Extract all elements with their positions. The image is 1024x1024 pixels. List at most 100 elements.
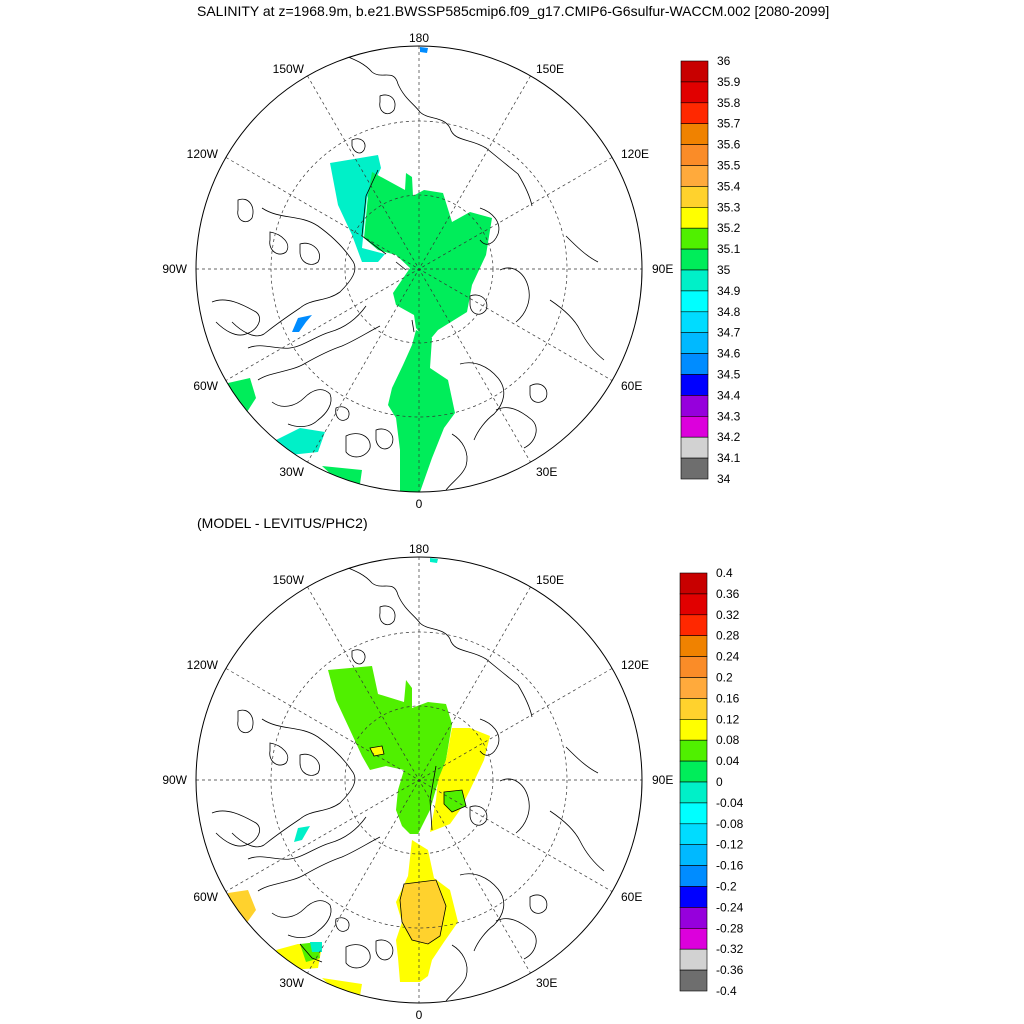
colorbar-swatch: [680, 415, 709, 438]
diff-field-iceland-yellow: [322, 978, 362, 996]
colorbar-tick-label: 35.7: [717, 117, 741, 131]
colorbar-swatch: [679, 886, 708, 908]
top-map-panel: 180 150E 120E 90E 60E 30E 0 30W 60W 90W …: [162, 31, 740, 511]
colorbar-tick-label: 0.32: [716, 608, 740, 622]
colorbar-swatch: [679, 948, 708, 971]
colorbar-swatch: [680, 123, 709, 145]
top-field-irminger-green: [322, 466, 362, 484]
bottom-graticule: [196, 557, 642, 1003]
bottom-lon-label-150w: 150W: [273, 573, 305, 587]
colorbar-tick-label: 0.2: [716, 671, 733, 685]
colorbar-tick-label: -0.24: [716, 900, 744, 914]
top-lon-label-150e: 150E: [536, 62, 564, 76]
colorbar-tick-label: 34: [717, 472, 731, 486]
difference-title: (MODEL - LEVITUS/PHC2): [197, 515, 368, 531]
bottom-lon-label-120e: 120E: [621, 658, 649, 672]
bottom-lon-label-180: 180: [409, 542, 429, 556]
top-field-labrador: [228, 378, 256, 412]
bottom-lon-label-30e: 30E: [536, 976, 557, 990]
colorbar-tick-label: -0.4: [716, 984, 737, 998]
bottom-map-boundary: [195, 556, 643, 1004]
bottom-map-panel: 180 150E 120E 90E 60E 30E 0 30W 60W 90W …: [162, 542, 743, 1022]
diff-field-labrador-orange: [228, 890, 256, 924]
colorbar-swatch: [679, 907, 708, 929]
colorbar-swatch: [679, 656, 708, 678]
colorbar-swatch: [680, 353, 709, 375]
top-field-irminger-cyan: [276, 428, 325, 455]
colorbar-swatch: [679, 593, 708, 616]
top-lon-label-150w: 150W: [273, 62, 305, 76]
top-coastlines: [211, 47, 605, 491]
colorbar-tick-label: 0.16: [716, 691, 740, 705]
difference-fields: [211, 558, 605, 1002]
figure-title: SALINITY at z=1968.9m, b.e21.BWSSP585cmi…: [197, 3, 830, 19]
colorbar-swatch: [679, 739, 708, 762]
top-field-chukchi-blue: [420, 47, 428, 53]
top-graticule: [196, 46, 642, 492]
top-lon-label-60e: 60E: [621, 379, 642, 393]
colorbar-tick-label: 34.7: [717, 326, 741, 340]
top-lon-label-30e: 30E: [536, 465, 557, 479]
bottom-longitude-labels: 180 150E 120E 90E 60E 30E 0 30W 60W 90W …: [162, 542, 673, 1022]
colorbar-swatch: [680, 290, 709, 313]
colorbar-tick-label: 0: [716, 775, 723, 789]
top-colorbar: 36 35.9 35.8 35.7 35.6 35.5 35.4 35.3 35.2 35.1 35…: [680, 54, 741, 486]
diff-field-central-green: [328, 666, 452, 834]
colorbar-tick-label: 34.9: [717, 284, 741, 298]
colorbar-swatch: [680, 102, 709, 125]
diff-field-fram-orange: [400, 880, 446, 944]
colorbar-tick-label: -0.08: [716, 817, 744, 831]
colorbar-tick-label: -0.12: [716, 838, 744, 852]
colorbar-swatch: [679, 614, 708, 636]
colorbar-tick-label: 35.8: [717, 96, 741, 110]
bottom-lon-label-30w: 30W: [279, 976, 304, 990]
bottom-contours: [299, 745, 467, 963]
top-longitude-labels: 180 150E 120E 90E 60E 30E 0 30W 60W 90W …: [162, 31, 673, 511]
colorbar-tick-label: 34.8: [717, 305, 741, 319]
colorbar-tick-label: -0.32: [716, 942, 744, 956]
colorbar-swatch: [680, 269, 709, 292]
top-field-fram-strait: [388, 330, 455, 492]
colorbar-swatch: [680, 165, 709, 187]
bottom-lon-label-120w: 120W: [187, 658, 219, 672]
colorbar-swatch: [679, 760, 708, 783]
top-salinity-fields: [211, 47, 605, 492]
top-lon-label-30w: 30W: [279, 465, 304, 479]
colorbar-tick-label: 35.5: [717, 159, 741, 173]
colorbar-swatch: [680, 207, 709, 229]
colorbar-tick-label: 35.1: [717, 242, 741, 256]
top-lon-label-180: 180: [409, 31, 429, 45]
colorbar-tick-label: 0.28: [716, 629, 740, 643]
colorbar-tick-label: 0.12: [716, 712, 740, 726]
colorbar-swatch: [680, 227, 709, 250]
bottom-lon-label-60e: 60E: [621, 890, 642, 904]
colorbar-swatch: [680, 374, 709, 396]
colorbar-swatch: [679, 865, 708, 887]
bottom-lon-label-60w: 60W: [193, 890, 218, 904]
colorbar-swatch: [679, 572, 708, 595]
bottom-lon-label-0: 0: [416, 1008, 423, 1022]
colorbar-swatch: [680, 332, 709, 354]
colorbar-tick-label: 35.4: [717, 179, 741, 193]
colorbar-tick-label: 35.6: [717, 138, 741, 152]
colorbar-swatch: [680, 395, 709, 417]
colorbar-swatch: [679, 823, 708, 845]
colorbar-tick-label: 34.3: [717, 409, 741, 423]
colorbar-tick-label: -0.2: [716, 880, 737, 894]
bottom-colorbar: 0.4 0.36 0.32 0.28 0.24 0.2 0.16 0.12 0.08 0.04 0 -…: [679, 566, 744, 998]
diff-field-baffin-cyan: [294, 826, 310, 842]
colorbar-tick-label: -0.28: [716, 921, 744, 935]
colorbar-swatch: [680, 186, 709, 208]
colorbar-swatch: [679, 927, 708, 950]
colorbar-tick-label: 34.5: [717, 368, 741, 382]
colorbar-swatch: [680, 60, 709, 83]
colorbar-swatch: [680, 311, 709, 333]
colorbar-tick-label: 35: [717, 263, 731, 277]
top-contours: [361, 169, 415, 333]
top-lon-label-90e: 90E: [652, 262, 673, 276]
top-lon-label-0: 0: [416, 497, 423, 511]
colorbar-tick-label: 36: [717, 54, 731, 68]
top-lon-label-90w: 90W: [162, 262, 187, 276]
colorbar-tick-label: 0.08: [716, 733, 740, 747]
